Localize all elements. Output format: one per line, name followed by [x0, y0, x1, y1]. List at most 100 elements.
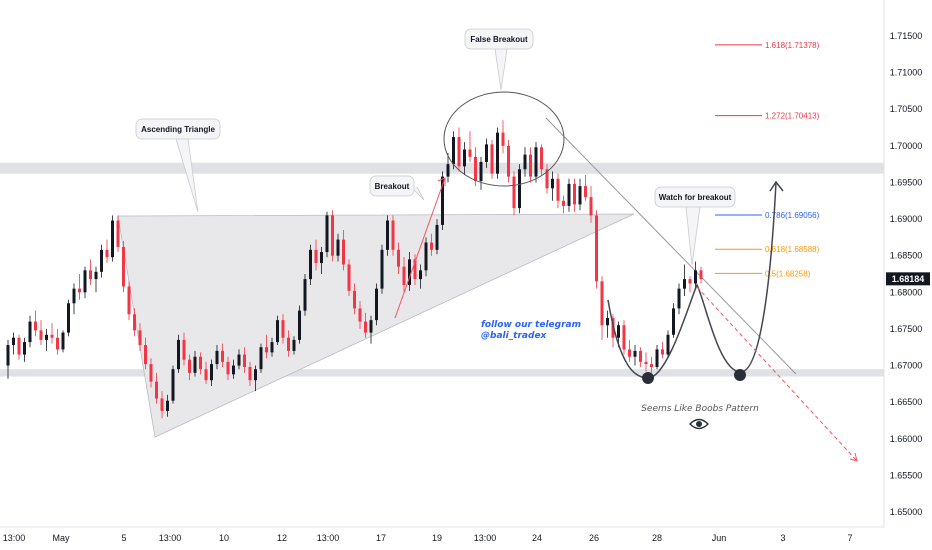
candle [364, 312, 367, 338]
candle [485, 138, 488, 168]
candle [171, 365, 175, 404]
breakout-label: Breakout [375, 182, 410, 191]
candle [61, 330, 65, 353]
price-tick-label: 1.69500 [890, 177, 923, 187]
candle [468, 131, 472, 162]
candle [232, 359, 235, 379]
candle [677, 283, 681, 315]
candle [358, 301, 362, 329]
telegram-line-1: follow our telegram [481, 320, 581, 330]
candle [23, 337, 26, 362]
time-tick-label: 28 [652, 533, 662, 543]
pattern-label: Seems Like Boobs Pattern [641, 404, 759, 414]
candle [578, 178, 582, 211]
candle [655, 345, 659, 370]
candle [672, 303, 675, 338]
candle [551, 171, 554, 201]
candle [265, 334, 268, 359]
time-tick-label: 24 [532, 533, 542, 543]
candle [210, 359, 213, 387]
candle [111, 215, 114, 262]
breakout-arrow [394, 177, 446, 319]
candle [155, 372, 158, 404]
candle [474, 147, 477, 187]
eye-icon [689, 418, 709, 430]
candle [298, 305, 301, 344]
candle [303, 274, 307, 316]
false-breakout-circle [443, 91, 565, 187]
candle [452, 131, 455, 170]
time-tick-label: May [52, 533, 70, 543]
candle [353, 283, 356, 315]
candle [622, 320, 626, 355]
candle [501, 120, 505, 154]
candle [199, 352, 202, 375]
price-tick-label: 1.70500 [890, 104, 923, 114]
time-tick-label: 26 [589, 533, 599, 543]
bearish-projection-line [696, 286, 858, 462]
candle [600, 276, 604, 340]
fib-level-label: 0.618(1.68588) [765, 245, 820, 254]
projection-arrowhead [769, 180, 784, 192]
fib-level-label: 0.5(1.68258) [765, 269, 811, 278]
candle [419, 264, 422, 289]
candle [144, 337, 147, 370]
resistance-zone [0, 162, 884, 174]
candle [562, 195, 565, 214]
candles [6, 120, 703, 419]
candle [446, 153, 450, 183]
candle [391, 215, 395, 256]
candle [204, 361, 208, 384]
candle [694, 261, 697, 289]
candle [661, 342, 664, 359]
current-price-tag: 1.68184 [886, 272, 930, 286]
candle [39, 320, 43, 346]
candle [292, 336, 296, 355]
candle [628, 339, 631, 362]
candle [650, 356, 653, 373]
candle [347, 259, 351, 296]
candle [309, 244, 312, 285]
fib-label-backing [762, 268, 818, 279]
candle [441, 171, 444, 231]
candle [89, 259, 92, 285]
fib-level-label: 1.272(1.70413) [765, 112, 820, 121]
candle [259, 343, 263, 373]
candle [666, 330, 670, 357]
candle [276, 315, 279, 346]
candle [424, 237, 428, 277]
candle [683, 264, 686, 296]
candle [17, 334, 21, 360]
fib-label-backing [762, 209, 818, 220]
time-tick-label: 19 [432, 533, 442, 543]
time-tick-label: 7 [847, 533, 852, 543]
ascending-triangle-shape [117, 213, 635, 438]
candle [314, 239, 318, 271]
callout-breakout: Breakout [369, 175, 425, 201]
ascending-triangle-label: Ascending Triangle [141, 125, 215, 134]
candle [639, 347, 642, 368]
candle [28, 315, 32, 348]
price-axis[interactable]: 1.71500 1.71000 1.70500 1.70000 1.69500 1.690… [890, 31, 923, 517]
candle [375, 283, 378, 326]
price-tick-label: 1.70000 [890, 141, 923, 151]
candle [287, 330, 290, 357]
candle [534, 142, 538, 183]
candle [50, 323, 54, 344]
price-tick-label: 1.65500 [890, 470, 923, 480]
time-tick-label: 13:00 [159, 533, 182, 543]
time-tick-label: 13:00 [317, 533, 340, 543]
fib-label-backing [762, 39, 818, 50]
time-axis[interactable]: 13:00 May 5 13:00 10 12 13:00 17 19 13:00 24 26 28 Ju… [3, 533, 853, 543]
candle [6, 339, 10, 379]
candle [369, 315, 373, 344]
candle [78, 274, 81, 300]
candle [116, 215, 120, 253]
price-tick-label: 1.71500 [890, 31, 923, 41]
candle [413, 254, 417, 285]
candle [72, 283, 76, 315]
fib-label-backing [762, 110, 818, 121]
price-tick-label: 1.67500 [890, 324, 923, 334]
price-tick-label: 1.68500 [890, 251, 923, 261]
